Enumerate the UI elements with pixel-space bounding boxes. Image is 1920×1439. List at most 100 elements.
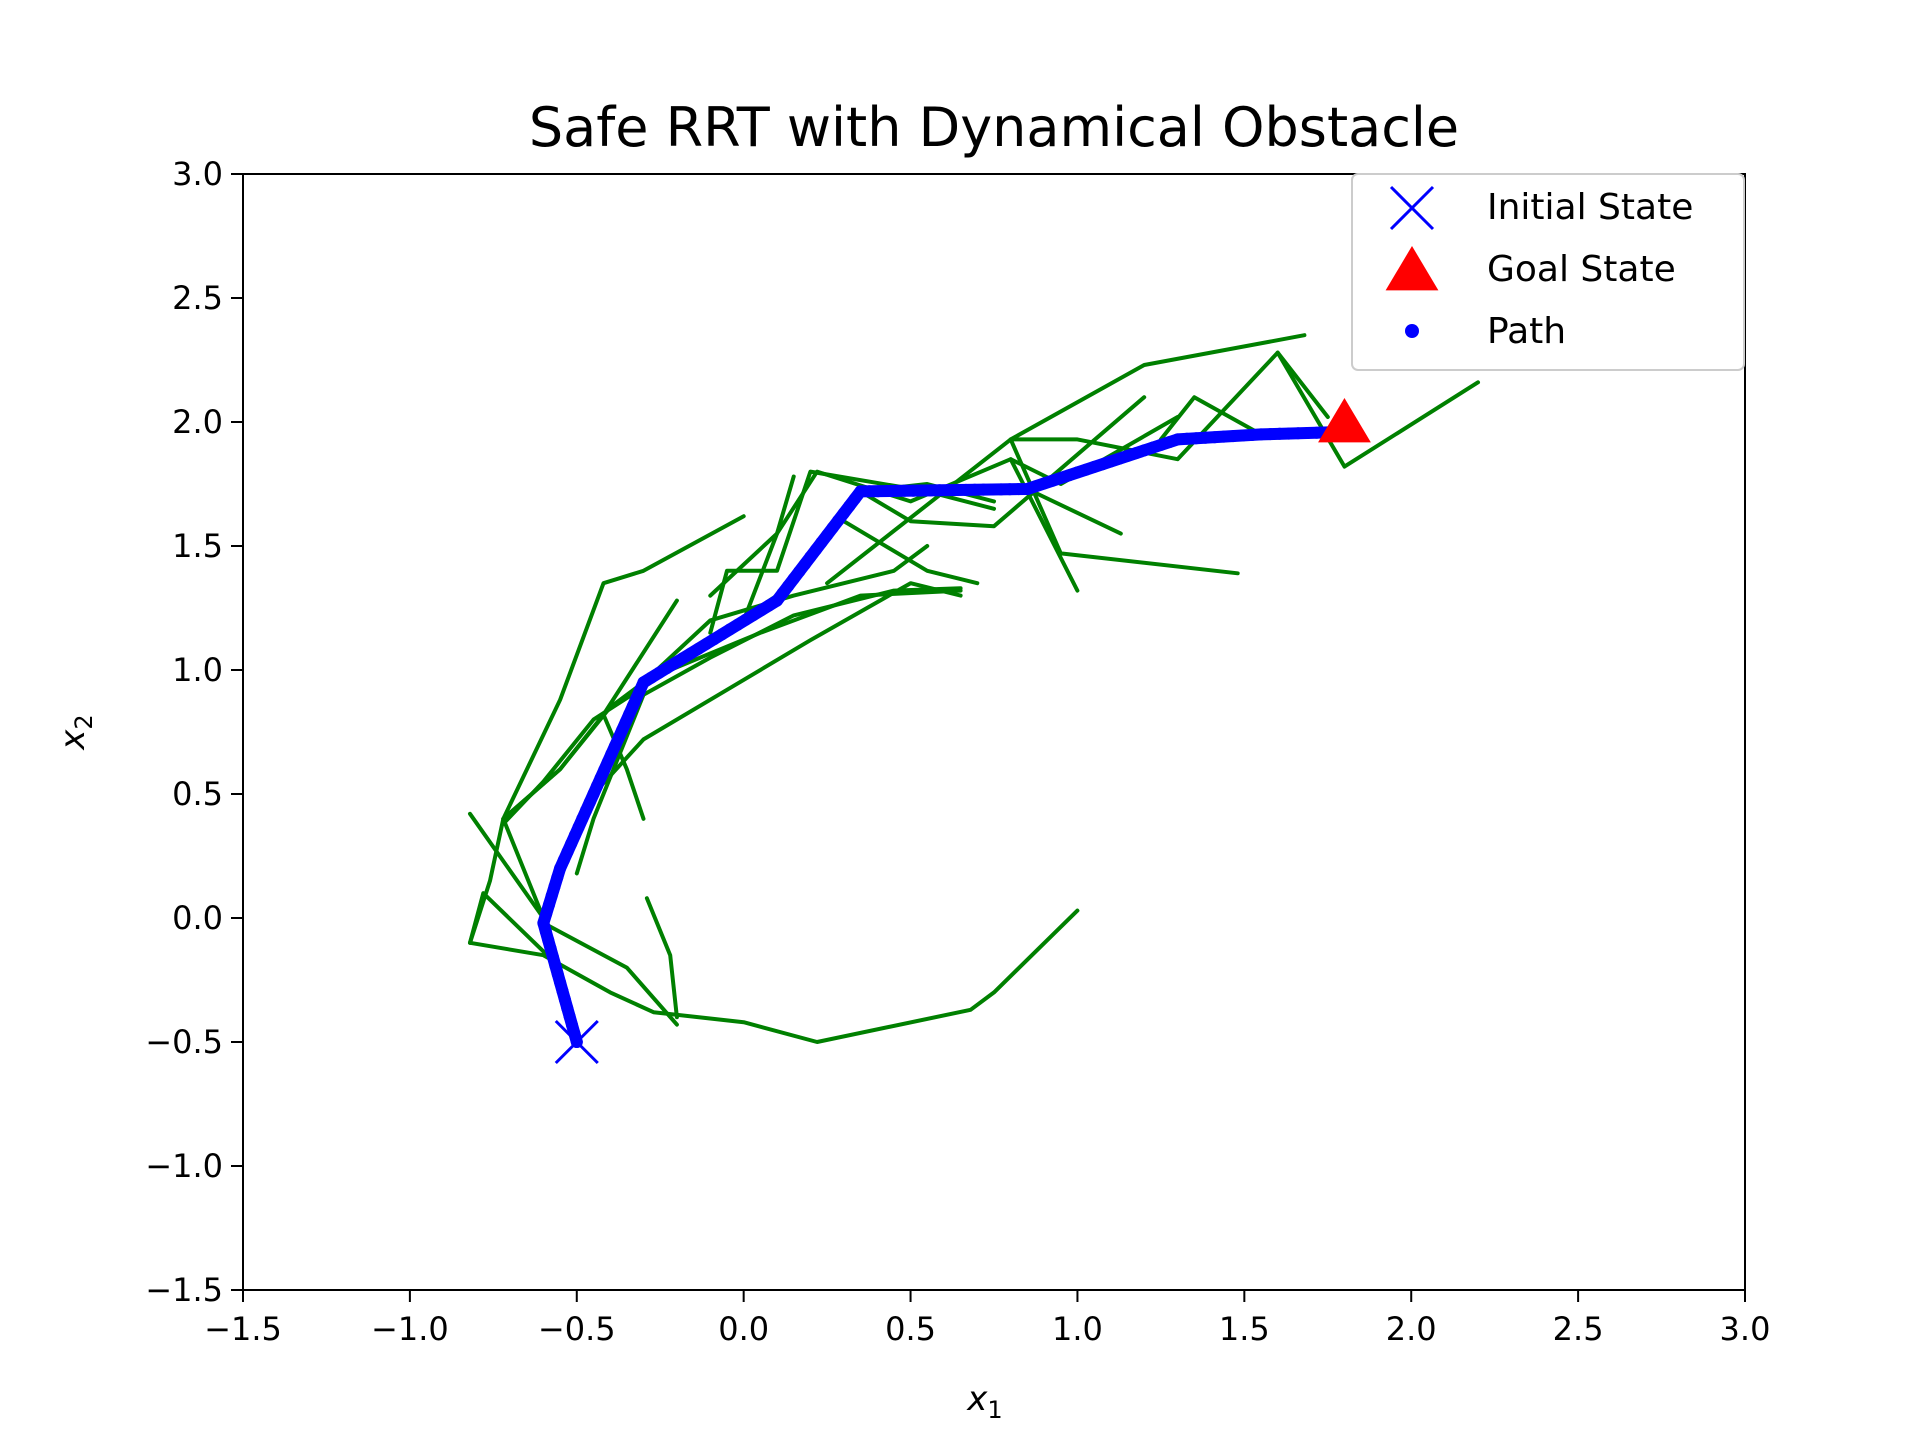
path-point <box>959 483 972 496</box>
x-axis-label: x1 <box>966 1379 1002 1424</box>
path-point <box>1199 431 1212 444</box>
legend-x-marker <box>1389 185 1435 231</box>
tree-branch <box>1008 437 1240 576</box>
x-tick-label: −1.0 <box>371 1310 449 1348</box>
path-point <box>1217 430 1230 443</box>
y-tick-label: 1.5 <box>172 527 223 565</box>
path-point <box>942 484 955 497</box>
x-tick-label: −1.5 <box>204 1310 282 1348</box>
y-axis-ticks: −1.5 −1.0 −0.5 0.0 0.5 1.0 1.5 2.0 2.5 3.0 <box>145 155 243 1309</box>
path-point <box>924 484 937 497</box>
initial-state-marker <box>554 1019 599 1065</box>
path-point <box>1292 427 1305 440</box>
y-tick-label: 0.0 <box>172 899 223 937</box>
path-point <box>1236 429 1249 442</box>
path-point <box>880 485 893 497</box>
legend-dot-marker-icon <box>1405 324 1419 338</box>
path-point <box>540 907 553 920</box>
path-point <box>986 483 999 496</box>
path-point <box>1012 483 1025 496</box>
path-point <box>1255 428 1267 441</box>
legend-item-goal-state: Goal State <box>1385 246 1676 291</box>
legend-triangle-marker <box>1385 246 1439 291</box>
path-point <box>1003 483 1016 496</box>
tree-branch <box>1025 487 1123 536</box>
path-point <box>1310 426 1323 439</box>
path-point <box>907 484 920 497</box>
tree-branch <box>1008 457 1080 593</box>
y-axis-label: x2 <box>53 714 98 750</box>
legend-label-initial-state: Initial State <box>1487 187 1693 228</box>
path-point <box>968 483 981 496</box>
legend-triangle-marker-icon <box>1385 246 1439 291</box>
tree-branch <box>1158 395 1263 442</box>
y-tick-label: 1.0 <box>172 651 223 689</box>
tree-branch <box>501 514 746 920</box>
path-point <box>1282 427 1295 440</box>
x-tick-label: 0.0 <box>718 1310 769 1348</box>
tree-branch <box>1275 350 1330 419</box>
x-tick-label: 1.0 <box>1052 1310 1103 1348</box>
path-point <box>1245 429 1258 441</box>
path-point <box>951 484 964 496</box>
path-point <box>872 485 885 498</box>
x-tick-label: 2.5 <box>1553 1310 1604 1348</box>
path-point <box>545 889 558 902</box>
path-point <box>1208 431 1221 444</box>
y-tick-label: −1.5 <box>145 1271 223 1309</box>
legend: Initial State Goal State Path <box>1351 173 1745 371</box>
legend-label-path: Path <box>1487 311 1566 352</box>
y-axis-label-group: x2 <box>53 714 98 750</box>
path-point <box>1227 430 1240 443</box>
legend-label-goal-state: Goal State <box>1487 249 1676 290</box>
y-tick-label: −0.5 <box>145 1023 223 1061</box>
x-marker-stroke <box>554 1019 599 1065</box>
tree-branch <box>468 811 546 920</box>
x-tick-label: 1.5 <box>1219 1310 1270 1348</box>
legend-item-initial-state: Initial State <box>1389 185 1693 231</box>
tree-branch <box>644 896 679 1020</box>
path-point <box>537 917 550 929</box>
chart-title: Safe RRT with Dynamical Obstacle <box>529 96 1459 159</box>
path-point <box>1190 432 1203 445</box>
x-tick-label: 2.0 <box>1386 1310 1437 1348</box>
path-point <box>916 484 928 497</box>
x-tick-label: −0.5 <box>538 1310 616 1348</box>
tree-branch <box>858 395 1147 529</box>
path-point <box>543 898 555 911</box>
path-layer <box>537 425 1351 1048</box>
tree-branch <box>841 519 980 586</box>
y-tick-label: 3.0 <box>172 155 223 193</box>
path-point <box>977 483 990 496</box>
plot-frame <box>242 173 1746 1291</box>
path-point <box>1273 427 1286 440</box>
tree-branch <box>574 586 963 876</box>
x-tick-label: 0.5 <box>885 1310 936 1348</box>
x-axis-ticks: −1.5 −1.0 −0.5 0.0 0.5 1.0 1.5 2.0 2.5 3.0 <box>204 1290 1770 1348</box>
goal-state-marker <box>1318 398 1371 443</box>
plot-area <box>242 173 1746 1291</box>
path-point <box>1301 427 1314 439</box>
marker-layer <box>554 398 1371 1065</box>
tree-branch <box>1008 333 1307 442</box>
path-point <box>548 880 561 893</box>
tree-branch <box>601 712 646 821</box>
path-point <box>933 484 946 497</box>
path-point <box>551 871 564 884</box>
tree-branch <box>641 544 930 685</box>
path-point <box>889 484 902 497</box>
tree-branch <box>591 581 963 796</box>
legend-frame <box>1351 173 1745 371</box>
y-tick-label: 0.5 <box>172 775 223 813</box>
legend-x-marker-icon <box>1389 185 1435 231</box>
legend-dot-marker <box>1405 324 1419 338</box>
legend-item-path: Path <box>1405 311 1566 352</box>
path-point <box>854 485 867 498</box>
path-point <box>863 485 876 498</box>
path-point <box>1171 433 1184 446</box>
path-point <box>898 484 911 497</box>
path-point <box>1264 428 1277 441</box>
tree-branch <box>541 921 679 1027</box>
